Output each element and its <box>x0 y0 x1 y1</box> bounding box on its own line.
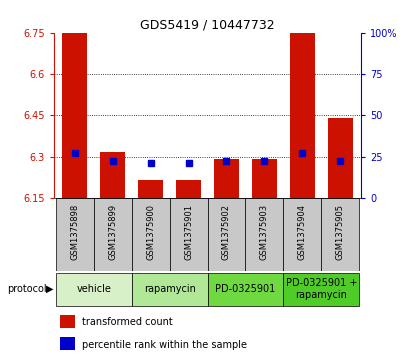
Bar <box>170 198 208 271</box>
Text: transformed count: transformed count <box>82 317 172 327</box>
Text: GSM1375899: GSM1375899 <box>108 204 117 260</box>
Text: GSM1375901: GSM1375901 <box>184 204 193 260</box>
Bar <box>60 337 76 350</box>
Bar <box>100 152 125 198</box>
Text: GSM1375905: GSM1375905 <box>336 204 345 260</box>
Bar <box>214 159 239 198</box>
Bar <box>321 198 359 271</box>
Text: protocol: protocol <box>7 284 47 294</box>
Text: GSM1375903: GSM1375903 <box>260 204 269 260</box>
Bar <box>132 273 208 306</box>
Text: percentile rank within the sample: percentile rank within the sample <box>82 340 247 350</box>
Bar <box>208 198 245 271</box>
Text: ▶: ▶ <box>46 284 54 294</box>
Title: GDS5419 / 10447732: GDS5419 / 10447732 <box>140 19 275 32</box>
Bar <box>245 198 283 271</box>
Bar <box>132 198 170 271</box>
Bar <box>328 118 352 198</box>
Text: vehicle: vehicle <box>76 284 111 294</box>
Bar <box>63 33 87 198</box>
Text: GSM1375904: GSM1375904 <box>298 204 307 260</box>
Text: rapamycin: rapamycin <box>144 284 195 294</box>
Bar <box>94 198 132 271</box>
Bar <box>56 273 132 306</box>
Bar <box>283 273 359 306</box>
Text: GSM1375898: GSM1375898 <box>70 204 79 260</box>
Text: GSM1375900: GSM1375900 <box>146 204 155 260</box>
Bar <box>252 159 277 198</box>
Bar <box>176 180 201 198</box>
Bar <box>56 198 94 271</box>
Bar <box>208 273 283 306</box>
Bar <box>290 33 315 198</box>
Text: PD-0325901 +
rapamycin: PD-0325901 + rapamycin <box>286 278 357 300</box>
Bar <box>138 180 163 198</box>
Bar <box>283 198 321 271</box>
Text: GSM1375902: GSM1375902 <box>222 204 231 260</box>
Text: PD-0325901: PD-0325901 <box>215 284 276 294</box>
Bar <box>60 315 76 327</box>
